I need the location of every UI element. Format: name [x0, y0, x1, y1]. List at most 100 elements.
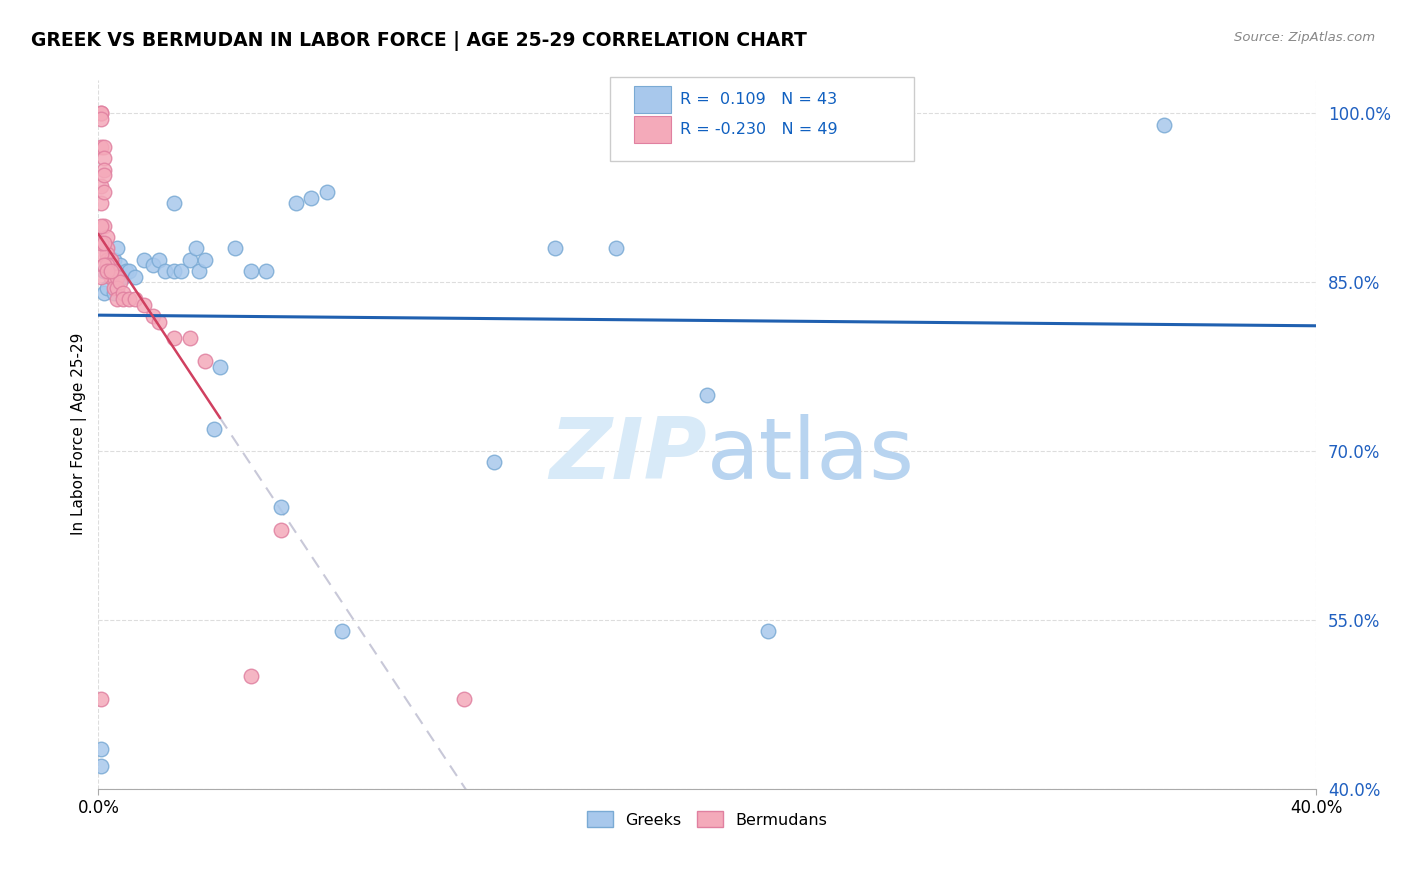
Point: [270, 523, 292, 537]
Point: [103, 281, 125, 295]
Point: [118, 292, 141, 306]
Point: [93, 219, 115, 233]
Point: [96, 252, 118, 267]
Point: [224, 241, 246, 255]
Point: [93, 235, 115, 250]
Point: [148, 252, 170, 267]
Point: [1153, 118, 1175, 132]
Point: [103, 269, 125, 284]
Point: [118, 264, 141, 278]
Point: [103, 252, 125, 267]
Point: [544, 241, 567, 255]
Point: [155, 264, 177, 278]
Point: [93, 258, 115, 272]
Point: [301, 191, 323, 205]
Point: [100, 269, 122, 284]
Point: [105, 292, 128, 306]
Point: [756, 624, 779, 639]
Point: [187, 264, 209, 278]
Point: [142, 258, 165, 272]
Point: [90, 106, 112, 120]
Point: [105, 281, 128, 295]
Point: [163, 264, 186, 278]
Point: [124, 292, 146, 306]
Point: [270, 500, 292, 515]
Point: [482, 455, 505, 469]
Legend: Greeks, Bermudans: Greeks, Bermudans: [581, 805, 834, 834]
Point: [239, 669, 262, 683]
Point: [93, 286, 115, 301]
Point: [209, 359, 232, 374]
Point: [179, 331, 201, 345]
Point: [184, 241, 207, 255]
Point: [90, 112, 112, 126]
Point: [100, 269, 122, 284]
Point: [103, 286, 125, 301]
Point: [239, 264, 262, 278]
Point: [93, 140, 115, 154]
Point: [124, 269, 146, 284]
Point: [108, 269, 131, 284]
Point: [96, 264, 118, 278]
Point: [163, 331, 186, 345]
Point: [93, 264, 115, 278]
Point: [90, 691, 112, 706]
Point: [96, 230, 118, 244]
Point: [100, 258, 122, 272]
FancyBboxPatch shape: [610, 78, 914, 161]
Point: [254, 264, 277, 278]
Point: [93, 162, 115, 177]
Point: [93, 168, 115, 182]
Text: R = -0.230   N = 49: R = -0.230 N = 49: [681, 122, 838, 137]
Point: [163, 196, 186, 211]
Point: [90, 247, 112, 261]
Point: [100, 264, 122, 278]
Point: [142, 309, 165, 323]
Point: [90, 219, 112, 233]
Text: R =  0.109   N = 43: R = 0.109 N = 43: [681, 92, 838, 107]
Point: [96, 247, 118, 261]
Point: [194, 354, 217, 368]
Point: [96, 258, 118, 272]
Point: [96, 241, 118, 255]
Point: [111, 269, 134, 284]
Point: [108, 258, 131, 272]
Point: [103, 264, 125, 278]
Point: [90, 196, 112, 211]
Point: [132, 298, 155, 312]
Point: [114, 264, 136, 278]
Text: GREEK VS BERMUDAN IN LABOR FORCE | AGE 25-29 CORRELATION CHART: GREEK VS BERMUDAN IN LABOR FORCE | AGE 2…: [31, 31, 807, 51]
Point: [285, 196, 308, 211]
Point: [132, 252, 155, 267]
Point: [90, 179, 112, 194]
Text: ZIP: ZIP: [550, 414, 707, 497]
Point: [111, 286, 134, 301]
Point: [315, 185, 337, 199]
Point: [453, 691, 475, 706]
Point: [90, 759, 112, 773]
Point: [330, 624, 353, 639]
Point: [90, 106, 112, 120]
Text: atlas: atlas: [707, 414, 915, 497]
Point: [169, 264, 191, 278]
Point: [93, 185, 115, 199]
Point: [111, 292, 134, 306]
Point: [148, 315, 170, 329]
FancyBboxPatch shape: [634, 86, 671, 113]
Point: [90, 742, 112, 756]
Point: [202, 421, 225, 435]
Point: [105, 269, 128, 284]
Point: [96, 281, 118, 295]
Point: [90, 140, 112, 154]
FancyBboxPatch shape: [634, 116, 671, 144]
Point: [605, 241, 627, 255]
Text: Source: ZipAtlas.com: Source: ZipAtlas.com: [1234, 31, 1375, 45]
Point: [105, 241, 128, 255]
Point: [93, 151, 115, 165]
Y-axis label: In Labor Force | Age 25-29: In Labor Force | Age 25-29: [72, 333, 87, 535]
Point: [100, 252, 122, 267]
Point: [90, 235, 112, 250]
Point: [696, 388, 718, 402]
Point: [194, 252, 217, 267]
Point: [96, 252, 118, 267]
